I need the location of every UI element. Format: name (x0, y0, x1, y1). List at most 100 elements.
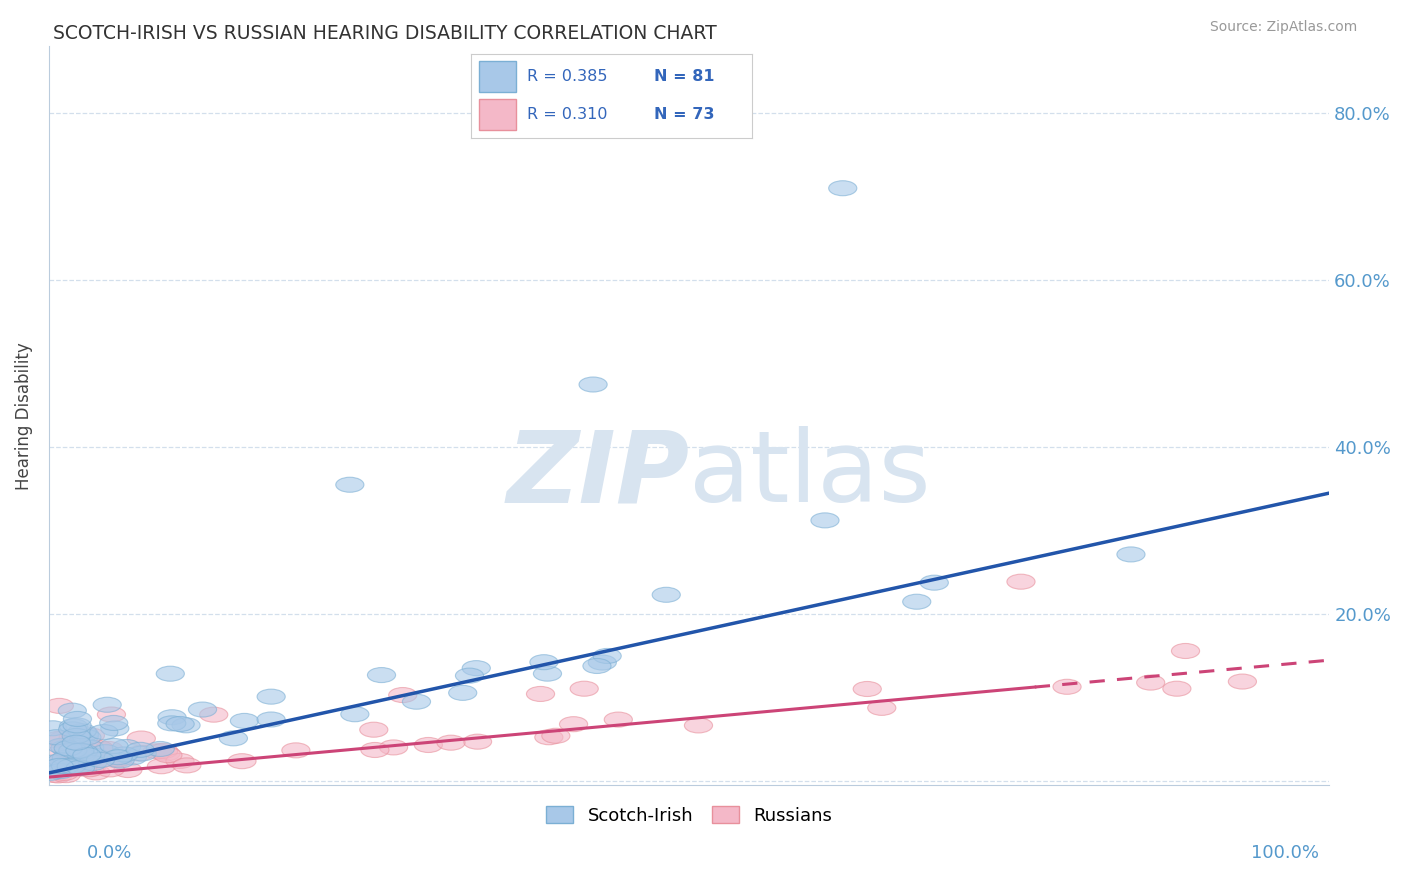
Text: N = 73: N = 73 (654, 107, 714, 122)
Ellipse shape (38, 756, 66, 772)
Ellipse shape (51, 740, 79, 756)
Ellipse shape (62, 729, 90, 743)
FancyBboxPatch shape (479, 62, 516, 92)
Ellipse shape (59, 743, 87, 758)
Ellipse shape (41, 767, 69, 782)
Ellipse shape (59, 722, 87, 737)
Ellipse shape (45, 758, 73, 773)
Ellipse shape (69, 760, 97, 775)
Ellipse shape (55, 758, 83, 772)
Ellipse shape (152, 746, 180, 761)
Ellipse shape (464, 734, 492, 749)
Ellipse shape (97, 707, 125, 722)
Ellipse shape (46, 761, 75, 776)
Ellipse shape (652, 587, 681, 602)
Ellipse shape (75, 747, 103, 762)
Ellipse shape (37, 765, 65, 780)
Ellipse shape (257, 690, 285, 704)
Ellipse shape (593, 648, 621, 664)
Ellipse shape (530, 655, 558, 670)
Ellipse shape (46, 764, 75, 779)
Ellipse shape (811, 513, 839, 528)
Ellipse shape (91, 745, 120, 760)
Ellipse shape (173, 758, 201, 773)
Ellipse shape (39, 756, 67, 770)
Ellipse shape (63, 718, 91, 733)
Ellipse shape (360, 723, 388, 737)
Ellipse shape (82, 764, 110, 780)
Ellipse shape (44, 768, 72, 783)
Ellipse shape (100, 715, 128, 731)
Ellipse shape (281, 743, 309, 758)
Ellipse shape (340, 706, 368, 722)
Ellipse shape (903, 594, 931, 609)
Text: N = 81: N = 81 (654, 69, 714, 84)
Ellipse shape (45, 731, 73, 747)
Ellipse shape (463, 661, 491, 675)
Ellipse shape (127, 742, 155, 757)
Ellipse shape (77, 761, 105, 776)
Ellipse shape (66, 743, 94, 758)
Ellipse shape (228, 754, 256, 769)
Ellipse shape (67, 747, 96, 763)
Ellipse shape (118, 750, 146, 765)
Ellipse shape (868, 700, 896, 715)
Text: R = 0.385: R = 0.385 (527, 69, 607, 84)
Ellipse shape (533, 666, 561, 681)
Ellipse shape (685, 718, 713, 733)
Ellipse shape (39, 721, 67, 736)
Ellipse shape (569, 681, 599, 697)
Text: atlas: atlas (689, 426, 931, 524)
Ellipse shape (49, 731, 77, 747)
Ellipse shape (380, 739, 408, 755)
Ellipse shape (38, 761, 66, 776)
Ellipse shape (541, 728, 569, 743)
Ellipse shape (84, 742, 112, 757)
Ellipse shape (449, 685, 477, 700)
Ellipse shape (90, 724, 118, 739)
Ellipse shape (1171, 643, 1199, 658)
Ellipse shape (526, 687, 554, 701)
Ellipse shape (415, 738, 443, 753)
Ellipse shape (84, 740, 112, 756)
Ellipse shape (149, 743, 177, 758)
Ellipse shape (59, 719, 87, 734)
Ellipse shape (1007, 574, 1035, 590)
Ellipse shape (456, 668, 484, 683)
Ellipse shape (361, 742, 389, 757)
Ellipse shape (402, 694, 430, 709)
Ellipse shape (534, 730, 562, 745)
Y-axis label: Hearing Disability: Hearing Disability (15, 342, 32, 490)
Ellipse shape (38, 760, 66, 774)
Ellipse shape (42, 730, 70, 745)
Ellipse shape (172, 718, 200, 733)
Ellipse shape (66, 760, 94, 775)
Ellipse shape (62, 762, 90, 777)
Ellipse shape (388, 688, 416, 703)
Text: Source: ZipAtlas.com: Source: ZipAtlas.com (1209, 20, 1357, 34)
Ellipse shape (42, 756, 70, 770)
Ellipse shape (583, 658, 612, 673)
Ellipse shape (76, 728, 104, 743)
Ellipse shape (45, 698, 73, 714)
Ellipse shape (56, 761, 84, 776)
Ellipse shape (56, 761, 84, 776)
Ellipse shape (70, 726, 98, 741)
Text: R = 0.310: R = 0.310 (527, 107, 607, 122)
Ellipse shape (67, 754, 96, 768)
Ellipse shape (148, 759, 176, 773)
Ellipse shape (1116, 547, 1144, 562)
Ellipse shape (104, 749, 132, 764)
Ellipse shape (51, 765, 79, 780)
Ellipse shape (231, 714, 259, 729)
Ellipse shape (66, 757, 94, 772)
Ellipse shape (200, 707, 228, 723)
Ellipse shape (125, 746, 153, 761)
Ellipse shape (58, 703, 86, 718)
Ellipse shape (62, 732, 90, 747)
Ellipse shape (63, 712, 91, 726)
Ellipse shape (114, 763, 142, 778)
Ellipse shape (66, 731, 94, 746)
Ellipse shape (1053, 680, 1081, 694)
Ellipse shape (153, 747, 181, 763)
